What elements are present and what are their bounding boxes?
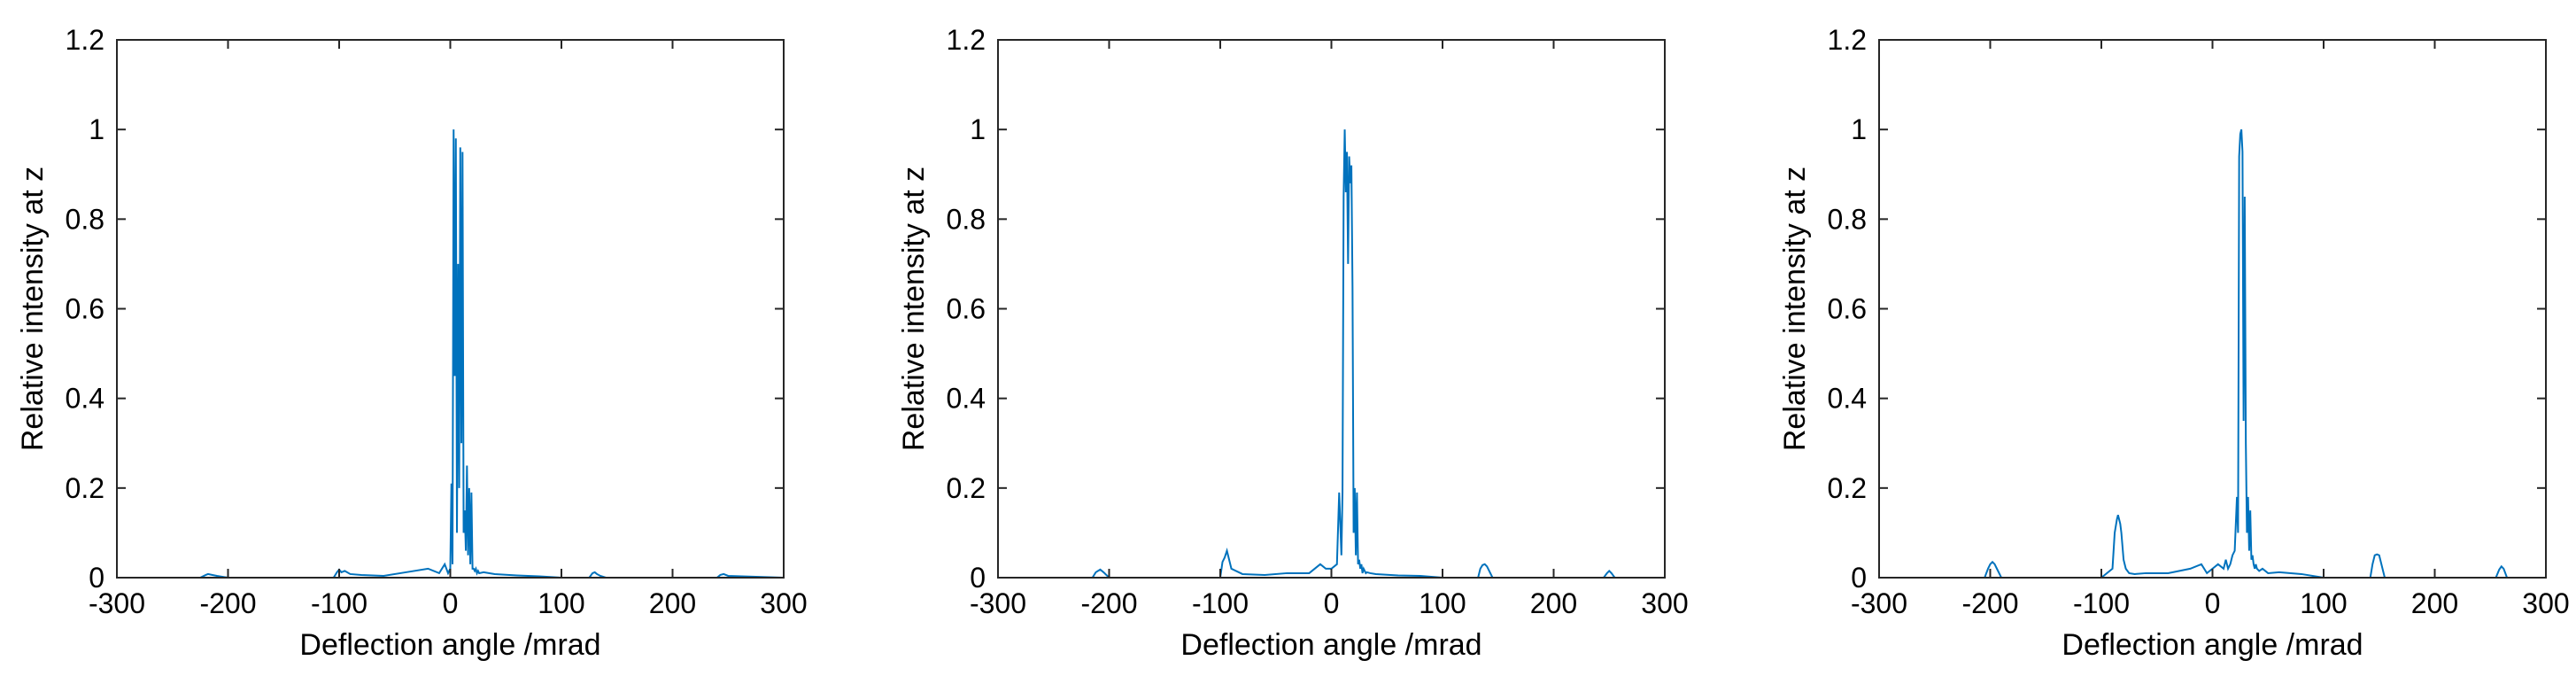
- x-tick-label: 300: [2522, 587, 2569, 619]
- y-tick-label: 0.4: [947, 383, 986, 415]
- x-tick-label: 0: [1324, 587, 1340, 619]
- x-tick-label: -300: [89, 587, 145, 619]
- x-tick-label: -200: [1080, 587, 1137, 619]
- y-tick-label: 0.4: [1828, 383, 1867, 415]
- x-tick-label: 0: [2205, 587, 2221, 619]
- axes-box: [116, 39, 785, 579]
- y-tick-label: 0.8: [1828, 203, 1867, 235]
- x-axis-label: Deflection angle /mrad: [299, 628, 600, 662]
- x-tick-label: -300: [970, 587, 1026, 619]
- x-tick-label: -300: [1851, 587, 1907, 619]
- y-tick-label: 0: [1851, 562, 1867, 594]
- y-axis-label: Relative intensity at z: [897, 167, 931, 451]
- y-tick-label: 1: [970, 113, 986, 145]
- series-line-1: [1879, 128, 2546, 579]
- x-axis-label: Deflection angle /mrad: [1180, 628, 1481, 662]
- chart-panel-2: -300 -200 -100 0 100 200 300 0 0.2 0.4 0.6 0.8 1 1.2 D…: [881, 0, 1740, 676]
- x-tick-label: -200: [199, 587, 256, 619]
- y-tick-label: 0.6: [947, 293, 986, 325]
- axes-box: [1878, 39, 2547, 579]
- y-tick-label: 1: [89, 113, 104, 145]
- x-tick-label: 200: [649, 587, 696, 619]
- x-axis-label: Deflection angle /mrad: [2062, 628, 2363, 662]
- axes-box: [997, 39, 1666, 579]
- chart-svg-2: -300 -200 -100 0 100 200 300 0 0.2 0.4 0.6 0.8 1 1.2 D…: [897, 24, 1689, 662]
- series-line-1: [117, 129, 785, 579]
- y-tick-label: 0.2: [1828, 472, 1867, 504]
- y-tick-label: 1.2: [66, 24, 104, 56]
- y-tick-label: 0: [970, 562, 986, 594]
- y-tick-label: 0.2: [66, 472, 104, 504]
- y-axis-label: Relative intensity at z: [16, 167, 50, 451]
- y-tick-label: 1: [1851, 113, 1867, 145]
- chart-svg-3: -300 -200 -100 0 100 200 300 0 0.2 0.4 0.6 0.8 1 1.2 D…: [1778, 24, 2570, 662]
- x-tick-label: 300: [760, 587, 807, 619]
- series-line-1: [998, 129, 1665, 579]
- x-tick-label: 200: [1530, 587, 1577, 619]
- x-tick-label: -100: [1192, 587, 1249, 619]
- y-axis-label: Relative intensity at z: [1778, 167, 1812, 451]
- x-tick-label: -100: [311, 587, 367, 619]
- x-tick-label: -200: [1961, 587, 2018, 619]
- y-tick-label: 0.8: [947, 203, 986, 235]
- x-tick-label: -100: [2073, 587, 2130, 619]
- y-tick-label: 0.6: [1828, 293, 1867, 325]
- chart-svg-1: -300 -200 -100 0 100 200 300 0 0.2 0.4 0.6 0.8 1 1.2 D…: [16, 24, 808, 662]
- x-tick-label: 100: [2300, 587, 2347, 619]
- x-tick-label: 100: [538, 587, 584, 619]
- x-tick-label: 200: [2411, 587, 2458, 619]
- y-tick-label: 1.2: [947, 24, 986, 56]
- chart-panel-1: -300 -200 -100 0 100 200 300 0 0.2 0.4 0.6 0.8 1 1.2 D…: [0, 0, 859, 676]
- y-tick-label: 1.2: [1828, 24, 1867, 56]
- x-tick-label: 100: [1419, 587, 1466, 619]
- y-tick-label: 0.8: [66, 203, 104, 235]
- x-tick-label: 300: [1641, 587, 1688, 619]
- y-tick-label: 0.2: [947, 472, 986, 504]
- y-tick-label: 0.4: [66, 383, 104, 415]
- chart-panel-3: -300 -200 -100 0 100 200 300 0 0.2 0.4 0.6 0.8 1 1.2 D…: [1762, 0, 2576, 676]
- x-tick-label: 0: [443, 587, 459, 619]
- y-tick-label: 0.6: [66, 293, 104, 325]
- y-tick-label: 0: [89, 562, 104, 594]
